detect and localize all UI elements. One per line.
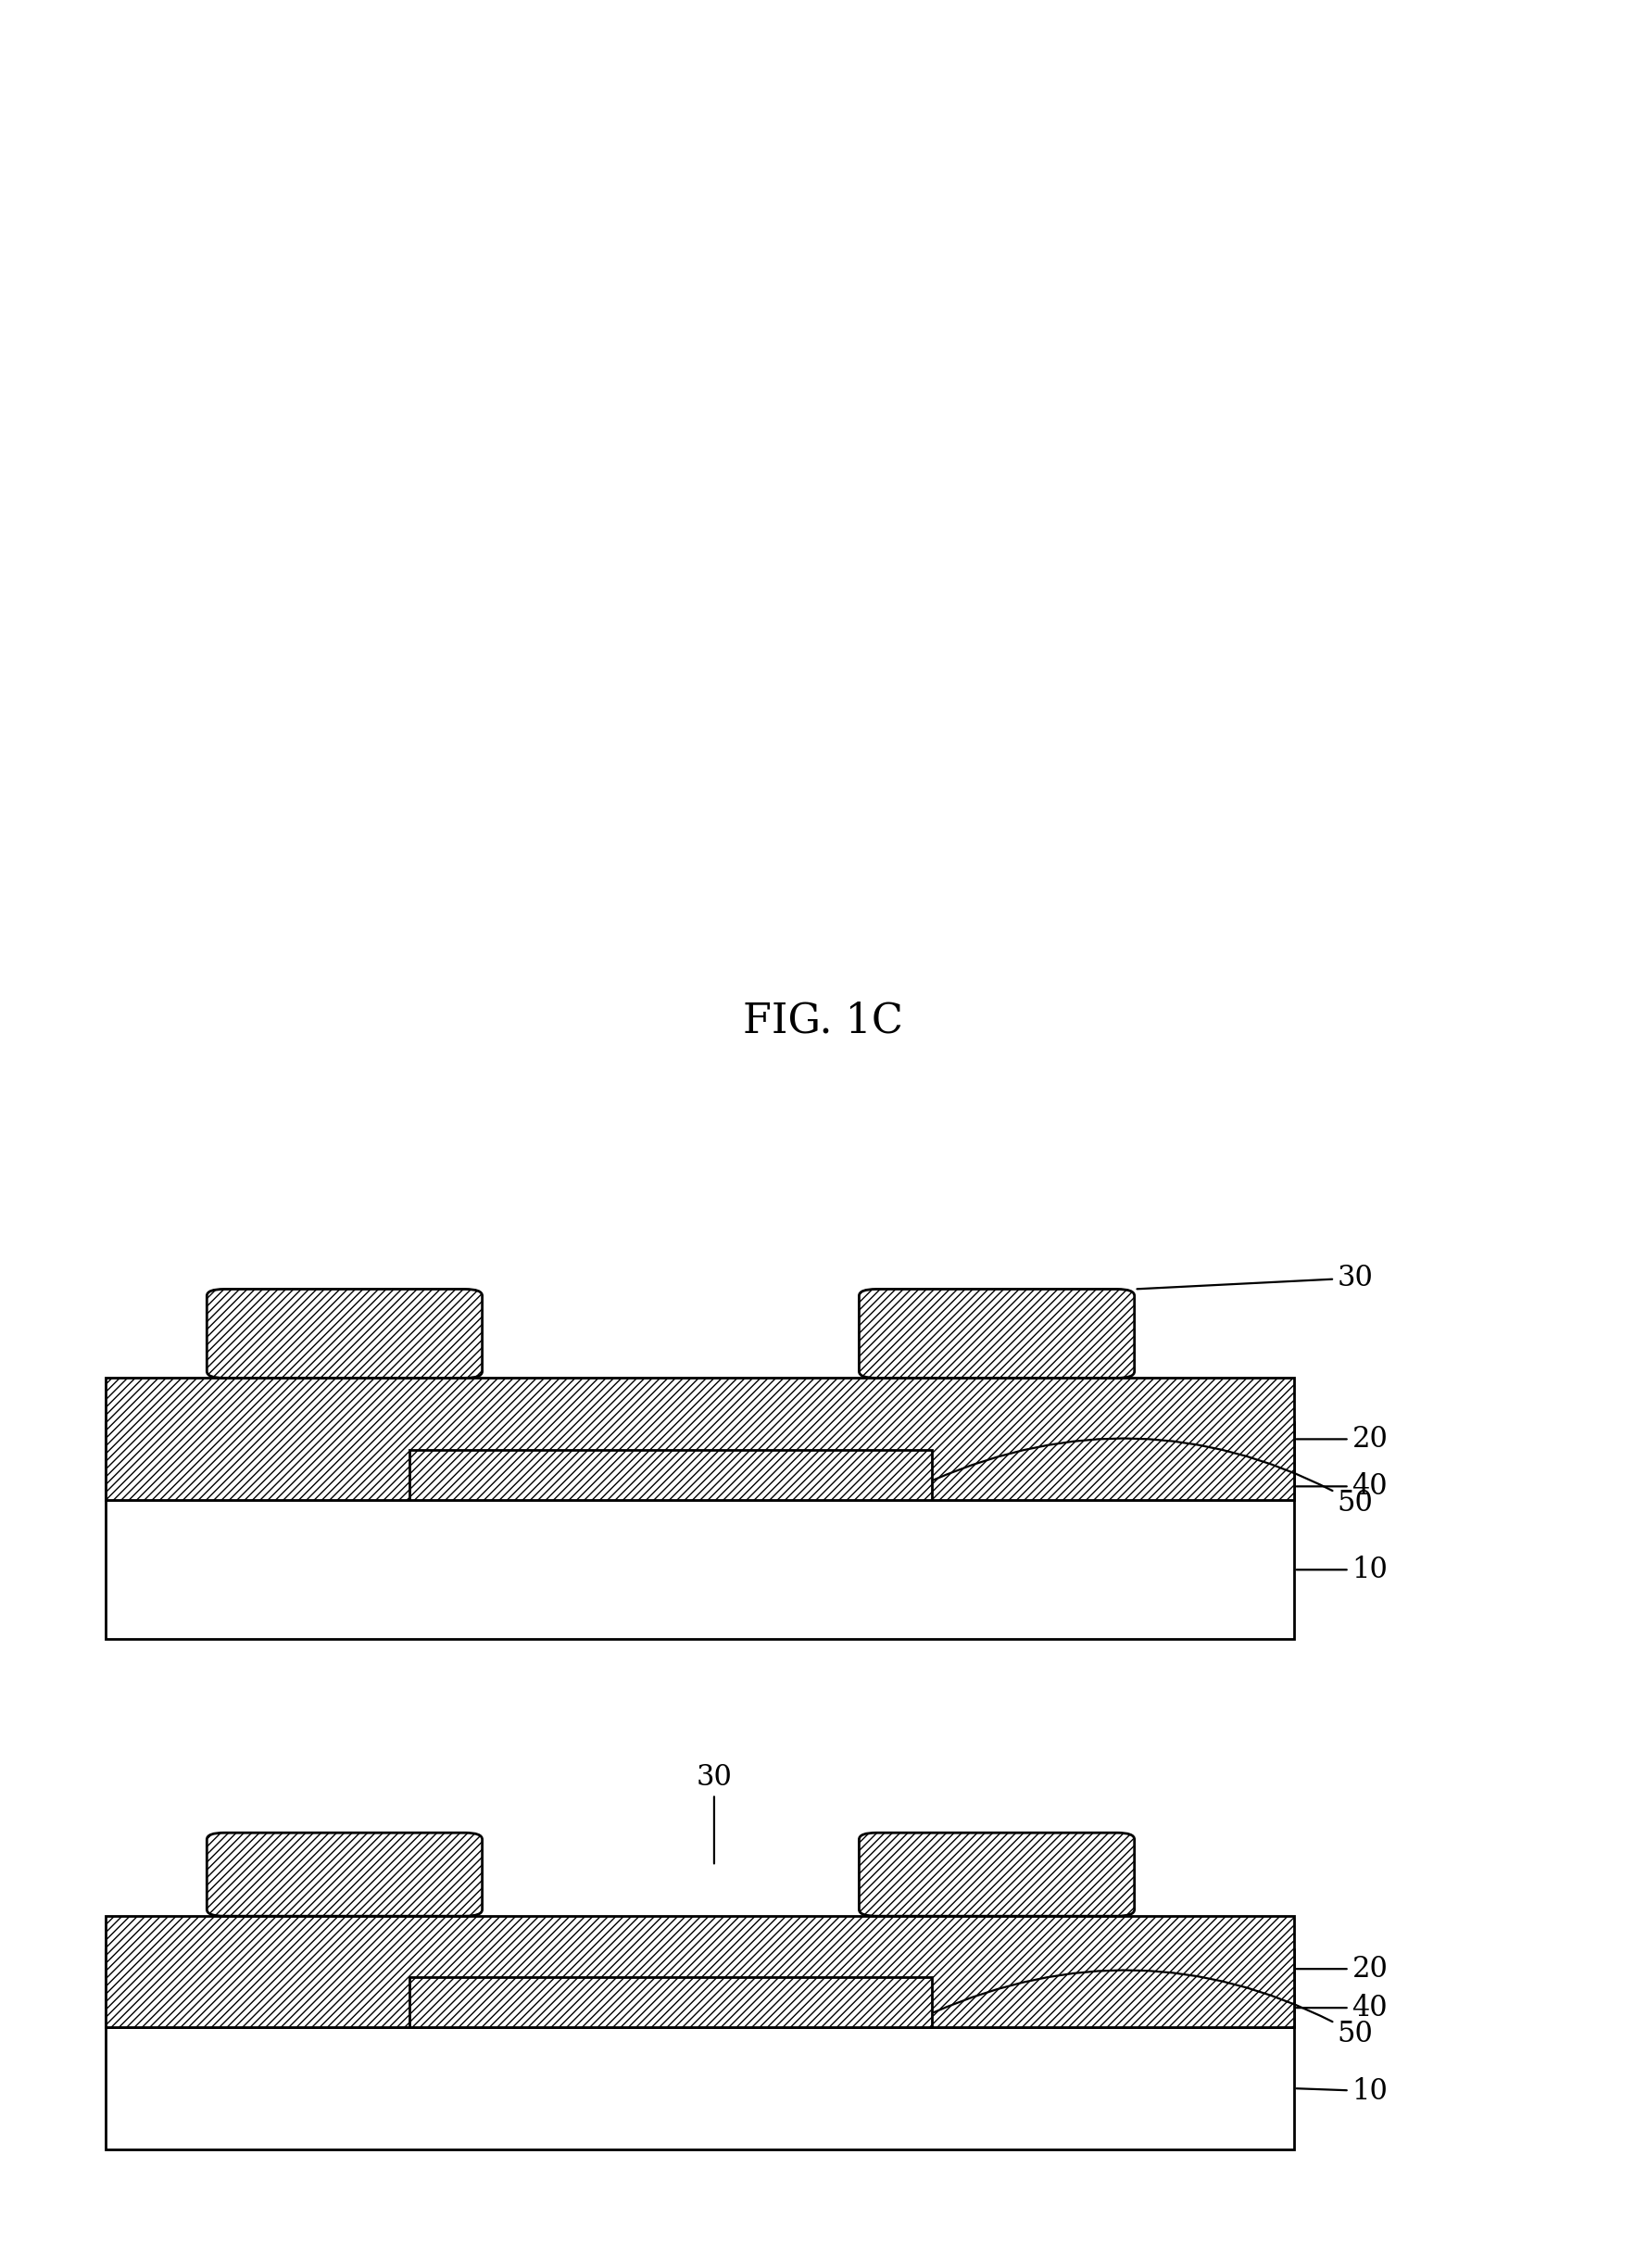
Bar [105, 2028, 1295, 2150]
Text: 50: 50 [934, 1438, 1374, 1517]
Text: 40: 40 [1296, 1472, 1388, 1501]
Text: FIG. 1D: FIG. 1D [743, 2112, 904, 2150]
Text: 30: 30 [1136, 1263, 1374, 1293]
FancyBboxPatch shape [208, 1833, 483, 1916]
FancyBboxPatch shape [860, 1833, 1135, 1916]
FancyBboxPatch shape [208, 1288, 483, 1379]
Text: 20: 20 [1296, 1955, 1388, 1982]
Text: 10: 10 [1296, 2077, 1388, 2105]
Bar [105, 1916, 1295, 2028]
Bar [410, 1978, 932, 2028]
Text: 50: 50 [934, 1971, 1374, 2048]
Bar [105, 1422, 1295, 1501]
Text: 30: 30 [697, 1762, 733, 1864]
Bar [105, 1950, 1295, 2028]
Text: 20: 20 [1296, 1424, 1388, 1454]
Text: 40: 40 [1296, 1994, 1388, 2023]
Bar [410, 1449, 932, 1501]
Text: FIG. 1C: FIG. 1C [743, 1000, 904, 1041]
Bar [105, 1379, 1295, 1501]
Bar [105, 1501, 1295, 1640]
FancyBboxPatch shape [860, 1288, 1135, 1379]
Text: 10: 10 [1296, 1556, 1388, 1583]
